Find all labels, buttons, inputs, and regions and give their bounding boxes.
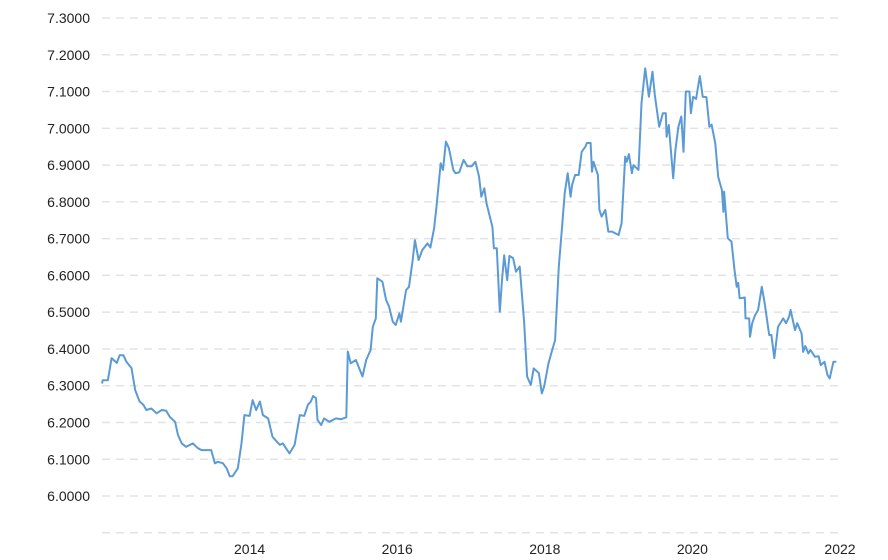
x-tick-label: 2018 bbox=[529, 541, 560, 557]
y-tick-label: 6.9000 bbox=[47, 157, 90, 173]
x-axis-ticks: 2014 2016 2018 2020 2022 bbox=[234, 541, 856, 557]
y-tick-label: 6.4000 bbox=[47, 341, 90, 357]
y-tick-label: 6.7000 bbox=[47, 231, 90, 247]
y-tick-label: 7.1000 bbox=[47, 84, 90, 100]
series-line bbox=[101, 67, 837, 478]
gridlines bbox=[102, 17, 840, 534]
y-axis-ticks: 6.0000 6.1000 6.2000 6.3000 6.4000 6.5000 6.60… bbox=[47, 10, 90, 504]
y-tick-label: 7.0000 bbox=[47, 120, 90, 136]
y-tick-label: 6.6000 bbox=[47, 267, 90, 283]
x-tick-label: 2020 bbox=[677, 541, 708, 557]
y-tick-label: 6.8000 bbox=[47, 194, 90, 210]
y-tick-label: 7.3000 bbox=[47, 10, 90, 26]
y-tick-label: 6.5000 bbox=[47, 304, 90, 320]
x-tick-label: 2016 bbox=[382, 541, 413, 557]
y-tick-label: 6.2000 bbox=[47, 414, 90, 430]
y-tick-label: 6.3000 bbox=[47, 378, 90, 394]
y-tick-label: 7.2000 bbox=[47, 47, 90, 63]
x-tick-label: 2014 bbox=[234, 541, 265, 557]
y-tick-label: 6.1000 bbox=[47, 451, 90, 467]
y-tick-label: 6.0000 bbox=[47, 488, 90, 504]
x-tick-label: 2022 bbox=[824, 541, 855, 557]
